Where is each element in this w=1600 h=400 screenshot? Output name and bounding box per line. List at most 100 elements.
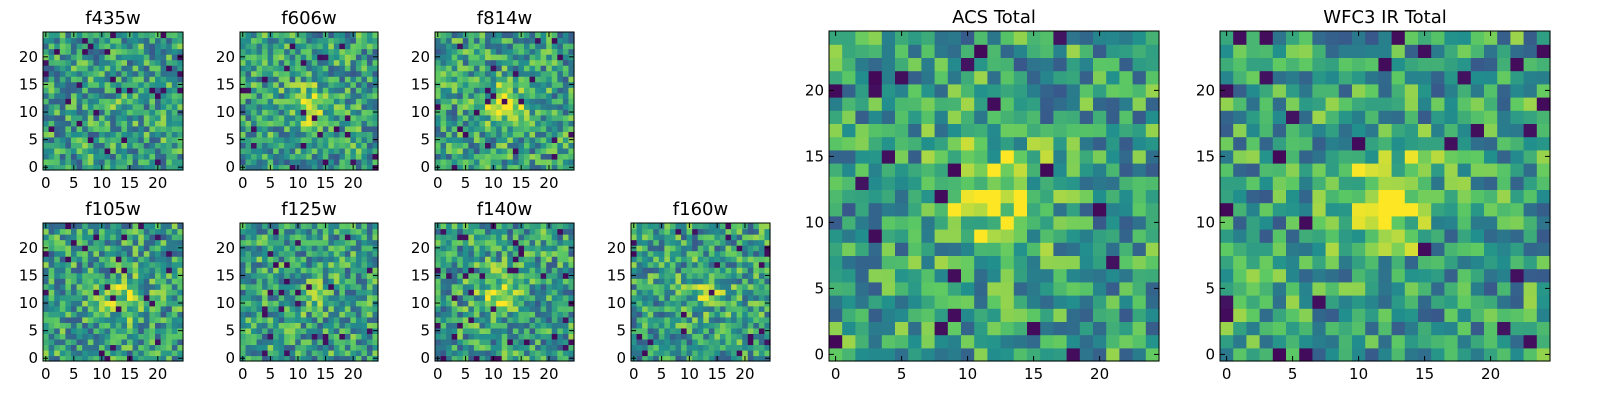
heatmap-cell: [714, 300, 721, 307]
heatmap-cell: [273, 283, 280, 290]
heatmap-cell: [551, 311, 558, 318]
heatmap-cell: [736, 300, 743, 307]
heatmap-cell: [512, 59, 519, 66]
heatmap-cell: [451, 164, 458, 171]
heatmap-cell: [708, 289, 715, 296]
heatmap-cell: [166, 70, 173, 77]
heatmap-cell: [451, 81, 458, 88]
heatmap-cell: [143, 59, 150, 66]
heatmap-cell: [71, 250, 78, 257]
heatmap-cell: [115, 76, 122, 83]
heatmap-cell: [501, 327, 508, 334]
heatmap-cell: [714, 278, 721, 285]
heatmap-cell: [1066, 229, 1081, 243]
heatmap-cell: [1119, 202, 1134, 217]
heatmap-cell: [501, 239, 508, 246]
heatmap-cell: [1132, 176, 1147, 190]
heatmap-cell: [262, 103, 269, 110]
heatmap-cell: [523, 294, 531, 301]
heatmap-cell: [295, 70, 302, 77]
heatmap-cell: [546, 289, 553, 296]
heatmap-cell: [1000, 334, 1015, 349]
heatmap-cell: [512, 239, 519, 246]
heatmap-cells: [43, 223, 184, 362]
heatmap-cell: [535, 43, 542, 50]
heatmap-cell: [568, 76, 575, 83]
heatmap-cell: [366, 92, 374, 99]
heatmap-cell: [557, 103, 564, 110]
heatmap-cell: [692, 322, 699, 329]
heatmap-cell: [311, 125, 318, 132]
heatmap-cell: [355, 147, 363, 155]
heatmap-cell: [262, 142, 269, 149]
heatmap-cell: [468, 300, 475, 307]
heatmap-cell: [322, 239, 329, 246]
heatmap-cell: [99, 158, 106, 166]
heatmap-cell: [714, 228, 721, 235]
heatmap-cell: [535, 114, 542, 121]
heatmap-cell: [540, 289, 547, 296]
heatmap-cell: [562, 355, 570, 362]
heatmap-cell: [344, 316, 351, 323]
heatmap-cell: [295, 261, 302, 268]
heatmap-cell: [273, 98, 280, 105]
heatmap-cell: [99, 261, 106, 268]
heatmap-cell: [251, 59, 258, 66]
heatmap-cell: [361, 234, 368, 241]
heatmap-cell: [339, 59, 346, 66]
heatmap-cell: [725, 278, 732, 285]
heatmap-cell: [703, 239, 710, 246]
heatmap-cell: [339, 322, 346, 329]
heatmap-cell: [132, 261, 139, 268]
heatmap-cell: [669, 344, 677, 351]
heatmap-cell: [562, 48, 570, 55]
heatmap-cell: [87, 164, 94, 171]
heatmap-cell: [529, 245, 536, 252]
heatmap-cell: [753, 333, 760, 340]
heatmap-cell: [240, 65, 247, 72]
heatmap-cell: [177, 223, 184, 230]
heatmap-cell: [855, 202, 870, 217]
heatmap-cell: [747, 349, 754, 357]
heatmap-cell: [99, 344, 106, 351]
heatmap-cell: [245, 344, 252, 351]
heatmap-cell: [59, 147, 66, 155]
heatmap-cell: [262, 272, 269, 279]
heatmap-cell: [256, 131, 263, 138]
heatmap-cell: [328, 153, 335, 160]
heatmap-cell: [155, 70, 162, 77]
heatmap-cell: [267, 228, 274, 235]
heatmap-cell: [457, 32, 464, 39]
heatmap-cell: [557, 272, 564, 279]
panel-title: f435w: [85, 8, 140, 29]
heatmap-cell: [87, 158, 94, 166]
heatmap-cell: [507, 158, 514, 166]
heatmap-cell: [93, 103, 100, 110]
heatmap-cell: [76, 103, 83, 110]
heatmap-cell: [829, 281, 843, 296]
heatmap-cell: [59, 261, 66, 268]
heatmap-cell: [485, 114, 492, 121]
heatmap-cell: [708, 355, 715, 362]
heatmap-cell: [278, 109, 285, 116]
heatmap-cell: [473, 158, 481, 166]
heatmap-cell: [435, 316, 442, 323]
heatmap-cell: [961, 215, 975, 230]
x-tick-label: 20: [539, 174, 558, 192]
heatmap-cell: [366, 158, 374, 166]
heatmap-cell: [451, 228, 458, 235]
heatmap-cell: [653, 223, 660, 230]
heatmap-cell: [523, 114, 531, 121]
heatmap-cell: [753, 300, 760, 307]
heatmap-cell: [562, 228, 570, 235]
heatmap-cell: [855, 215, 870, 230]
heatmap-cell: [764, 305, 771, 312]
heatmap-cell: [987, 321, 1002, 336]
heatmap-cell: [333, 131, 340, 138]
heatmap-cell: [636, 327, 643, 334]
heatmap-cell: [697, 349, 704, 357]
heatmap-cell: [457, 125, 464, 132]
heatmap-cell: [121, 228, 128, 235]
heatmap-cell: [947, 163, 962, 177]
heatmap-cell: [143, 114, 150, 121]
